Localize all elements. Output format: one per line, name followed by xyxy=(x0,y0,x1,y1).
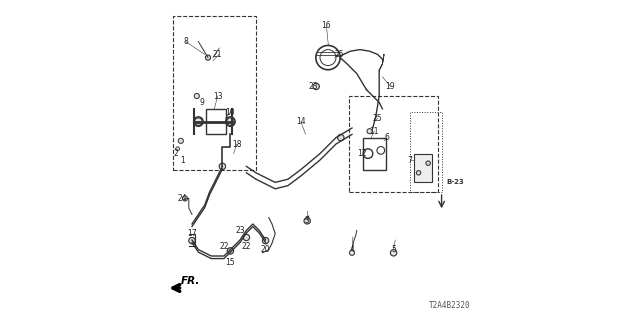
Bar xyxy=(415,154,432,182)
Circle shape xyxy=(338,134,344,141)
Circle shape xyxy=(304,218,310,224)
Text: 11: 11 xyxy=(370,127,379,136)
Bar xyxy=(173,16,256,170)
Circle shape xyxy=(227,118,234,125)
Circle shape xyxy=(195,118,202,125)
Text: 24: 24 xyxy=(177,194,188,203)
Text: 5: 5 xyxy=(391,245,396,254)
Circle shape xyxy=(195,93,200,99)
Text: 25: 25 xyxy=(372,114,383,123)
Circle shape xyxy=(189,237,195,244)
Text: 2: 2 xyxy=(173,149,179,158)
Text: 1: 1 xyxy=(180,156,185,164)
Circle shape xyxy=(313,83,319,90)
Circle shape xyxy=(426,161,431,165)
Circle shape xyxy=(175,147,179,151)
Text: 3: 3 xyxy=(305,216,310,225)
Circle shape xyxy=(205,55,211,60)
Circle shape xyxy=(349,250,355,255)
Text: 8: 8 xyxy=(183,37,188,46)
Text: 18: 18 xyxy=(232,140,241,148)
Circle shape xyxy=(262,237,269,244)
Text: 13: 13 xyxy=(212,92,223,100)
Circle shape xyxy=(416,171,421,175)
Circle shape xyxy=(390,250,397,256)
Text: 9: 9 xyxy=(199,98,204,107)
Text: 22: 22 xyxy=(242,242,251,251)
Circle shape xyxy=(182,196,188,201)
Text: 12: 12 xyxy=(357,149,366,158)
Text: T2A4B2320: T2A4B2320 xyxy=(429,301,470,310)
Text: FR.: FR. xyxy=(181,276,200,286)
Text: 23: 23 xyxy=(308,82,319,91)
Text: B-23: B-23 xyxy=(447,180,464,185)
Text: 14: 14 xyxy=(296,117,306,126)
Bar xyxy=(364,138,385,170)
Circle shape xyxy=(227,248,234,254)
Circle shape xyxy=(367,129,372,134)
Text: 15: 15 xyxy=(225,258,236,267)
Text: 25: 25 xyxy=(334,50,344,59)
Text: 19: 19 xyxy=(385,82,396,91)
Text: 20: 20 xyxy=(260,245,271,254)
Text: 16: 16 xyxy=(321,21,332,30)
Bar xyxy=(349,96,438,192)
Circle shape xyxy=(219,163,226,170)
Circle shape xyxy=(243,234,250,241)
Bar xyxy=(410,112,442,192)
Text: 10: 10 xyxy=(225,108,236,116)
Circle shape xyxy=(178,138,184,143)
Text: 23: 23 xyxy=(235,226,245,235)
Text: 17: 17 xyxy=(187,229,197,238)
Text: 22: 22 xyxy=(220,242,228,251)
Bar xyxy=(206,109,226,134)
Text: 7: 7 xyxy=(407,156,412,164)
Text: 4: 4 xyxy=(349,245,355,254)
Text: 21: 21 xyxy=(213,50,222,59)
Text: 6: 6 xyxy=(385,133,390,142)
